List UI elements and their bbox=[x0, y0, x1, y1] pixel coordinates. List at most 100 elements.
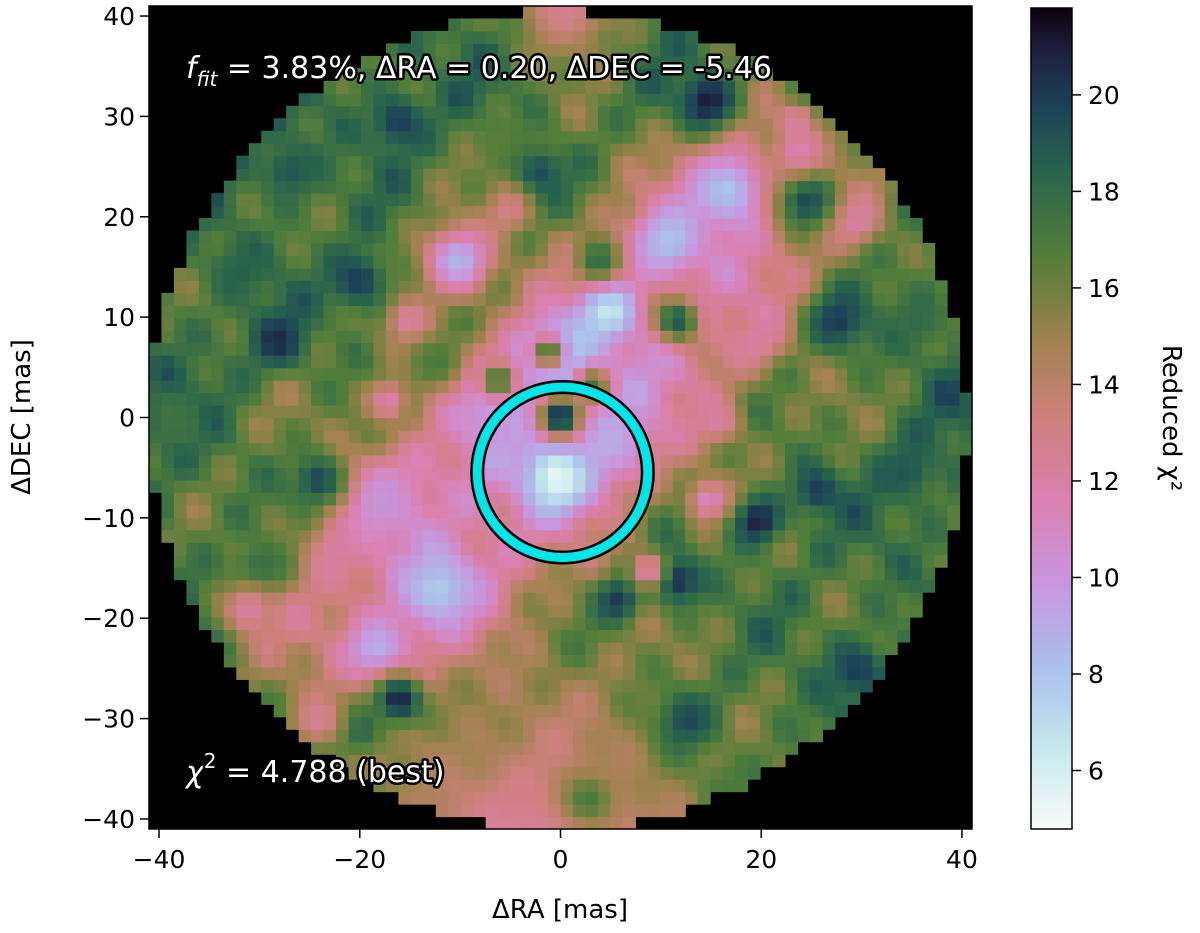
heatmap-cell bbox=[336, 604, 350, 618]
heatmap-cell bbox=[622, 704, 636, 718]
heatmap-cell bbox=[435, 230, 449, 244]
heatmap-cell bbox=[398, 168, 412, 182]
heatmap-cell bbox=[597, 230, 611, 244]
heatmap-cell bbox=[622, 442, 636, 456]
heatmap-cell bbox=[311, 292, 325, 306]
heatmap-cell bbox=[423, 155, 437, 169]
heatmap-cell bbox=[336, 617, 350, 631]
heatmap-cell bbox=[360, 429, 375, 444]
heatmap-cell bbox=[747, 417, 761, 431]
heatmap-cell bbox=[348, 155, 362, 169]
heatmap-cell bbox=[286, 454, 300, 468]
heatmap-cell bbox=[311, 255, 325, 269]
heatmap-cell bbox=[323, 467, 337, 481]
heatmap-cell bbox=[635, 741, 649, 755]
heatmap-cell bbox=[323, 654, 337, 668]
heatmap-cell bbox=[722, 168, 736, 182]
heatmap-cell bbox=[622, 691, 636, 705]
heatmap-cell bbox=[535, 729, 549, 743]
heatmap-cell bbox=[722, 592, 736, 606]
heatmap-cell bbox=[435, 143, 449, 157]
heatmap-cell bbox=[585, 429, 599, 444]
heatmap-cell bbox=[311, 454, 325, 468]
heatmap-cell bbox=[735, 193, 749, 207]
heatmap-cell bbox=[535, 180, 549, 194]
heatmap-cell bbox=[859, 267, 873, 281]
heatmap-cell bbox=[909, 405, 923, 419]
heatmap-cell bbox=[398, 617, 412, 631]
heatmap-cell bbox=[859, 155, 873, 169]
heatmap-cell bbox=[784, 405, 799, 419]
heatmap-cell bbox=[697, 467, 711, 481]
heatmap-cell bbox=[423, 741, 437, 755]
heatmap-cell bbox=[360, 255, 375, 269]
heatmap-cell bbox=[410, 193, 424, 207]
heatmap-cell bbox=[772, 143, 786, 157]
heatmap-cell bbox=[360, 93, 375, 107]
heatmap-cell bbox=[211, 554, 225, 568]
heatmap-cell bbox=[211, 567, 225, 581]
heatmap-cell bbox=[448, 417, 462, 431]
heatmap-cell bbox=[410, 217, 424, 232]
heatmap-cell bbox=[797, 504, 811, 518]
heatmap-cell bbox=[772, 467, 786, 481]
heatmap-cell bbox=[834, 666, 848, 680]
heatmap-cell bbox=[647, 679, 661, 693]
heatmap-cell bbox=[722, 43, 736, 57]
heatmap-cell bbox=[685, 429, 699, 444]
heatmap-cell bbox=[348, 330, 362, 344]
heatmap-cell bbox=[847, 342, 861, 356]
heatmap-cell bbox=[523, 68, 537, 82]
heatmap-cell bbox=[710, 355, 724, 369]
heatmap-cell bbox=[934, 392, 948, 406]
heatmap-cell bbox=[286, 180, 300, 194]
heatmap-cell bbox=[772, 305, 786, 319]
heatmap-cell bbox=[248, 604, 262, 618]
heatmap-cell bbox=[336, 255, 350, 269]
heatmap-cell bbox=[460, 330, 474, 344]
heatmap-cell bbox=[535, 105, 549, 119]
heatmap-cell bbox=[149, 355, 163, 369]
heatmap-cell bbox=[485, 380, 499, 394]
heatmap-cell bbox=[735, 492, 749, 506]
heatmap-cell bbox=[647, 629, 661, 643]
heatmap-cell bbox=[161, 429, 175, 444]
heatmap-cell bbox=[672, 292, 686, 306]
heatmap-cell bbox=[448, 517, 462, 531]
heatmap-cell bbox=[211, 267, 225, 281]
heatmap-cell bbox=[460, 255, 474, 269]
heatmap-cell bbox=[622, 267, 636, 281]
heatmap-cell bbox=[398, 217, 412, 232]
heatmap-cell bbox=[934, 554, 948, 568]
heatmap-cell bbox=[834, 242, 848, 256]
heatmap-cell bbox=[473, 517, 487, 531]
heatmap-cell bbox=[311, 342, 325, 356]
heatmap-cell bbox=[710, 567, 724, 581]
heatmap-cell bbox=[311, 654, 325, 668]
heatmap-cell bbox=[710, 666, 724, 680]
heatmap-cell bbox=[760, 429, 774, 444]
heatmap-cell bbox=[211, 467, 225, 481]
heatmap-cell bbox=[385, 330, 399, 344]
heatmap-cell bbox=[535, 405, 549, 419]
heatmap-cell bbox=[772, 729, 786, 743]
heatmap-cell bbox=[298, 604, 312, 618]
heatmap-cell bbox=[485, 143, 499, 157]
heatmap-cell bbox=[872, 517, 886, 531]
heatmap-cell bbox=[161, 492, 175, 506]
heatmap-cell bbox=[173, 429, 188, 444]
heatmap-cell bbox=[585, 417, 599, 431]
heatmap-cell bbox=[448, 330, 462, 344]
heatmap-cell bbox=[859, 454, 873, 468]
heatmap-cell bbox=[922, 542, 936, 556]
heatmap-cell bbox=[473, 679, 487, 693]
heatmap-cell bbox=[398, 255, 412, 269]
heatmap-cell bbox=[710, 118, 724, 132]
heatmap-cell bbox=[348, 529, 362, 543]
heatmap-cell bbox=[934, 542, 948, 556]
heatmap-cell bbox=[198, 367, 212, 381]
heatmap-cell bbox=[161, 367, 175, 381]
heatmap-cell bbox=[373, 741, 387, 755]
heatmap-cell bbox=[423, 492, 437, 506]
heatmap-cell bbox=[797, 292, 811, 306]
